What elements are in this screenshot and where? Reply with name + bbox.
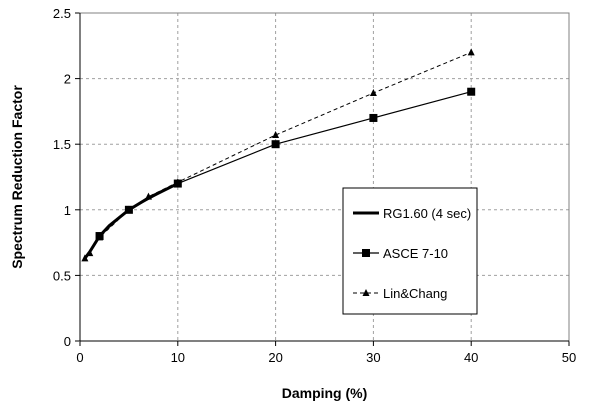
data-point bbox=[467, 48, 475, 56]
x-axis-title: Damping (%) bbox=[282, 385, 368, 401]
legend-item: Lin&Chang bbox=[353, 286, 447, 301]
data-point bbox=[467, 87, 476, 96]
legend-marker bbox=[362, 249, 370, 257]
x-tick-labels: 0 10 20 30 40 50 bbox=[76, 350, 576, 365]
x-tick-label: 0 bbox=[76, 350, 83, 365]
legend-item: ASCE 7-10 bbox=[353, 246, 448, 261]
series-line bbox=[83, 182, 179, 260]
legend-label: ASCE 7-10 bbox=[383, 246, 448, 261]
y-tick-label: 0 bbox=[64, 334, 71, 349]
y-tick-label: 2 bbox=[64, 72, 71, 87]
legend-label: Lin&Chang bbox=[383, 286, 447, 301]
data-point bbox=[272, 131, 280, 139]
x-tick-label: 40 bbox=[464, 350, 478, 365]
x-tick-label: 10 bbox=[171, 350, 185, 365]
data-point bbox=[369, 113, 378, 122]
legend-label: RG1.60 (4 sec) bbox=[383, 206, 471, 221]
series-line bbox=[84, 51, 472, 259]
y-tick-label: 2.5 bbox=[53, 6, 71, 21]
axes bbox=[75, 12, 570, 346]
y-tick-labels: 0 0.5 1 1.5 2 2.5 bbox=[53, 6, 71, 349]
y-tick-label: 1.5 bbox=[53, 137, 71, 152]
legend-item: RG1.60 (4 sec) bbox=[353, 206, 471, 221]
x-tick-label: 30 bbox=[366, 350, 380, 365]
data-point bbox=[369, 89, 377, 97]
legend: RG1.60 (4 sec) ASCE 7-10 Lin&Chang bbox=[342, 187, 478, 315]
grid bbox=[80, 12, 570, 341]
series-layer bbox=[81, 48, 476, 262]
x-tick-label: 20 bbox=[268, 350, 282, 365]
series-0 bbox=[83, 182, 179, 260]
y-tick-label: 1 bbox=[64, 203, 71, 218]
data-point bbox=[271, 140, 280, 149]
legend-marker bbox=[362, 289, 370, 296]
y-axis-title: Spectrum Reduction Factor bbox=[9, 85, 25, 269]
y-tick-label: 0.5 bbox=[53, 268, 71, 283]
plot-frame bbox=[79, 12, 570, 342]
x-tick-label: 50 bbox=[562, 350, 576, 365]
